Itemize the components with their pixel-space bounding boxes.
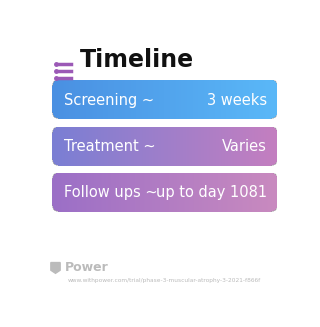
- Text: Follow ups ~: Follow ups ~: [64, 185, 158, 200]
- Text: Screening ~: Screening ~: [64, 93, 154, 108]
- Polygon shape: [51, 263, 60, 273]
- Text: www.withpower.com/trial/phase-3-muscular-atrophy-3-2021-f866f: www.withpower.com/trial/phase-3-muscular…: [68, 278, 260, 283]
- Text: Treatment ~: Treatment ~: [64, 139, 156, 154]
- Text: Varies: Varies: [222, 139, 267, 154]
- Text: up to day 1081: up to day 1081: [156, 185, 267, 200]
- Text: 3 weeks: 3 weeks: [207, 93, 267, 108]
- Text: Power: Power: [65, 261, 108, 274]
- Text: Timeline: Timeline: [80, 48, 195, 72]
